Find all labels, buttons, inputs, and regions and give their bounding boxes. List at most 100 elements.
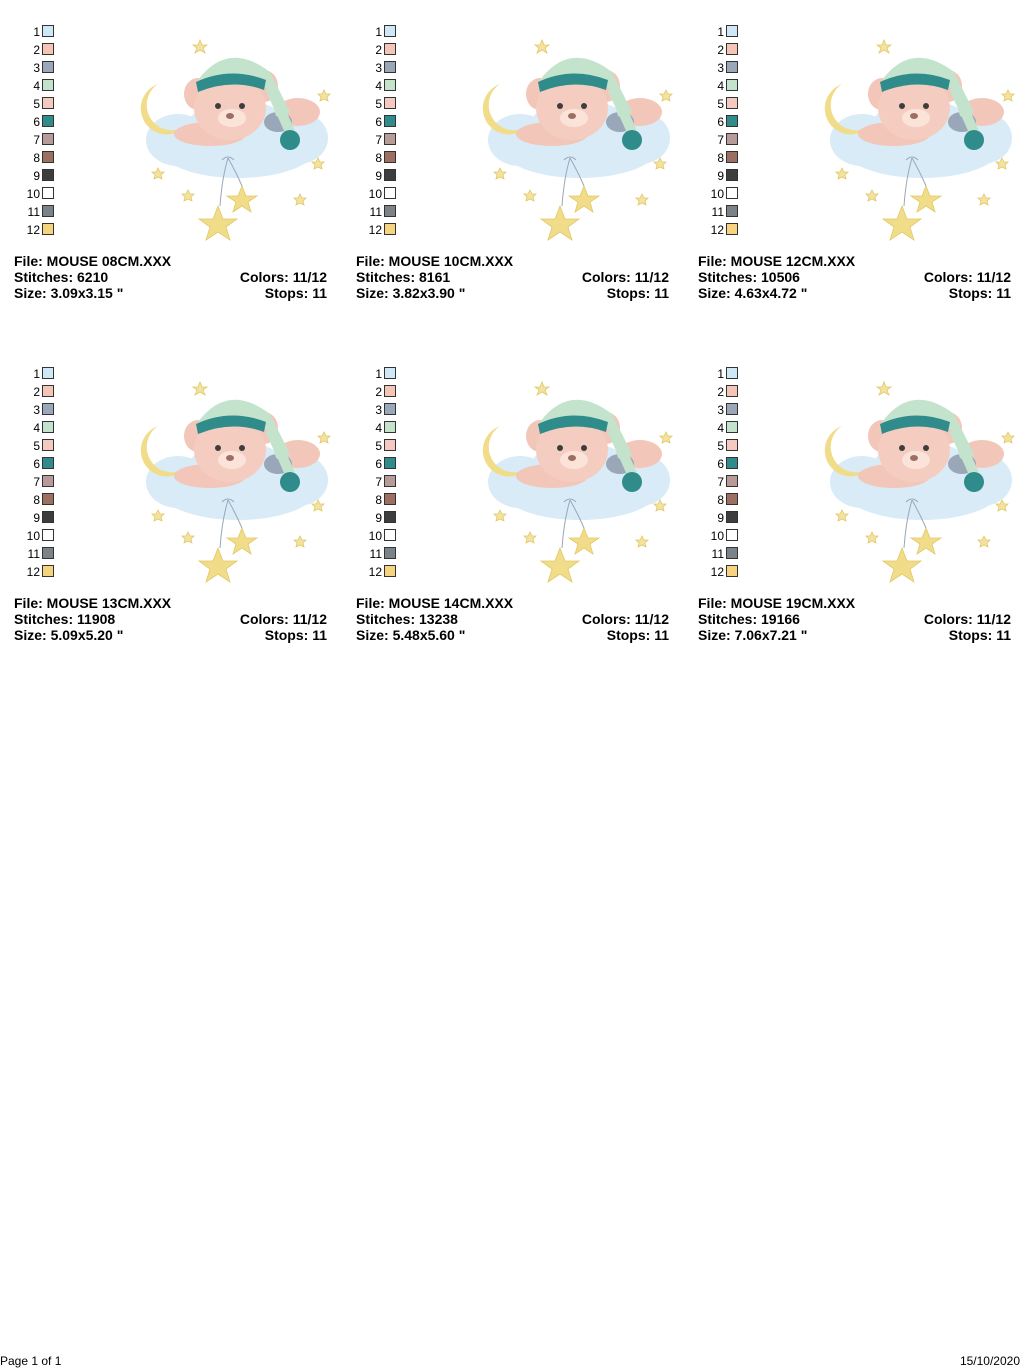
color-swatch — [726, 115, 738, 127]
color-swatch-row: 7 — [356, 474, 396, 492]
color-number: 4 — [33, 421, 40, 435]
nightcap-shape — [538, 399, 642, 492]
color-swatch-row: 1 — [14, 366, 54, 384]
color-swatch — [726, 457, 738, 469]
color-number: 11 — [27, 547, 40, 561]
color-number: 9 — [375, 169, 382, 183]
color-swatch-row: 1 — [698, 24, 738, 42]
color-number: 3 — [33, 61, 40, 75]
color-swatch-row: 6 — [14, 456, 54, 474]
color-swatch — [384, 61, 396, 73]
color-swatch — [42, 79, 54, 91]
color-number: 5 — [33, 97, 40, 111]
color-count: Colors: 11/12 — [581, 611, 669, 627]
moon-shape — [482, 426, 528, 477]
color-swatch-row: 8 — [14, 492, 54, 510]
color-count: Colors: 11/12 — [581, 269, 669, 285]
color-number: 9 — [33, 511, 40, 525]
color-number: 11 — [27, 205, 40, 219]
color-swatch — [42, 421, 54, 433]
design-card: 1 2 3 4 5 6 7 8 9 10 11 12 File — [698, 366, 1018, 666]
color-swatch-row: 4 — [698, 420, 738, 438]
design-info: File: MOUSE 19CM.XXX Stitches: 19166 Color… — [698, 595, 1011, 643]
color-swatch — [726, 97, 738, 109]
color-number: 4 — [33, 79, 40, 93]
color-number: 2 — [33, 43, 40, 57]
stop-count: Stops: 11 — [948, 285, 1011, 301]
color-number: 12 — [26, 223, 40, 237]
file-name: File: MOUSE 14CM.XXX — [356, 595, 514, 611]
color-swatch-row: 5 — [14, 96, 54, 114]
color-swatch-row: 6 — [356, 114, 396, 132]
color-swatch — [726, 421, 738, 433]
color-swatch — [42, 169, 54, 181]
color-swatch — [726, 367, 738, 379]
stitch-count: Stitches: 19166 — [698, 611, 800, 627]
color-number: 7 — [375, 475, 382, 489]
bear-embroidery-preview — [140, 380, 331, 583]
color-swatch — [42, 565, 54, 577]
color-swatch — [42, 385, 54, 397]
color-swatch — [384, 565, 396, 577]
color-swatch-row: 11 — [356, 546, 396, 564]
nightcap-shape — [196, 399, 300, 492]
color-swatch — [726, 547, 738, 559]
design-size: Size: 5.09x5.20 " — [14, 627, 124, 643]
color-swatch-row: 10 — [14, 528, 54, 546]
color-number: 4 — [717, 79, 724, 93]
stitch-count: Stitches: 13238 — [356, 611, 458, 627]
color-swatch — [726, 439, 738, 451]
color-count: Colors: 11/12 — [923, 611, 1011, 627]
color-swatch — [726, 223, 738, 235]
file-name: File: MOUSE 08CM.XXX — [14, 253, 172, 269]
color-number: 1 — [33, 367, 40, 381]
color-swatch-row: 7 — [14, 132, 54, 150]
color-count: Colors: 11/12 — [239, 269, 327, 285]
color-swatch-row: 9 — [14, 168, 54, 186]
color-swatch-row: 2 — [356, 42, 396, 60]
color-swatch — [42, 511, 54, 523]
color-swatch — [42, 43, 54, 55]
star-shapes — [493, 380, 673, 583]
color-swatch-row: 8 — [698, 150, 738, 168]
color-number: 3 — [717, 403, 724, 417]
color-swatch-row: 2 — [14, 42, 54, 60]
color-number: 8 — [375, 493, 382, 507]
file-name: File: MOUSE 13CM.XXX — [14, 595, 172, 611]
color-number: 5 — [717, 439, 724, 453]
color-swatch — [384, 205, 396, 217]
color-number: 8 — [717, 493, 724, 507]
color-swatch — [42, 61, 54, 73]
moon-shape — [482, 84, 528, 135]
stop-count: Stops: 11 — [948, 627, 1011, 643]
color-swatch-row: 7 — [698, 132, 738, 150]
color-swatch-row: 12 — [698, 564, 738, 582]
color-swatch — [42, 475, 54, 487]
color-number: 9 — [717, 169, 724, 183]
color-swatch — [726, 133, 738, 145]
color-swatch-row: 1 — [356, 366, 396, 384]
moon-shape — [140, 426, 186, 477]
color-number: 6 — [375, 457, 382, 471]
color-swatch-row: 3 — [14, 402, 54, 420]
color-number: 2 — [375, 385, 382, 399]
color-swatch — [384, 385, 396, 397]
design-card: 1 2 3 4 5 6 7 8 9 10 11 12 File — [698, 24, 1018, 324]
color-swatch — [384, 547, 396, 559]
color-swatch — [42, 439, 54, 451]
design-card: 1 2 3 4 5 6 7 8 9 10 11 12 File — [356, 366, 676, 666]
bear-embroidery-preview — [482, 380, 673, 583]
color-swatch-row: 12 — [14, 564, 54, 582]
color-swatch — [384, 97, 396, 109]
color-swatch-row: 9 — [698, 510, 738, 528]
color-number: 12 — [710, 223, 724, 237]
stitch-count: Stitches: 8161 — [356, 269, 451, 285]
stitch-count: Stitches: 6210 — [14, 269, 109, 285]
color-swatch-row: 12 — [356, 222, 396, 240]
design-info: File: MOUSE 13CM.XXX Stitches: 11908 Color… — [14, 595, 327, 643]
color-swatch-row: 10 — [698, 528, 738, 546]
bear-embroidery-preview — [824, 38, 1015, 241]
nightcap-shape — [538, 57, 642, 150]
color-swatch-row: 3 — [356, 402, 396, 420]
color-number: 8 — [717, 151, 724, 165]
